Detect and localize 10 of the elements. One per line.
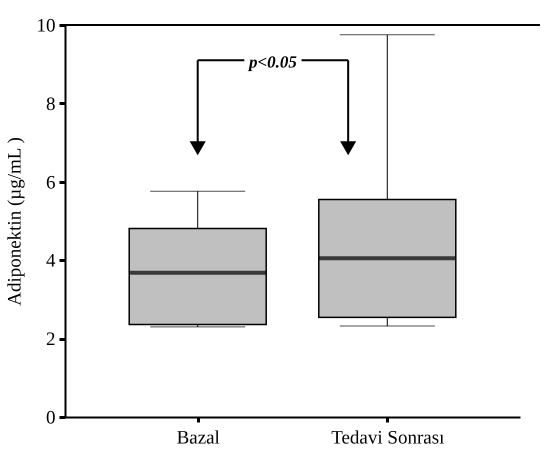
y-tick-label: 10 (36, 16, 56, 36)
y-tick-label: 8 (46, 94, 56, 115)
y-axis-title: Adiponektin (µg/mL ) (4, 137, 26, 306)
y-tick-label: 4 (46, 250, 56, 272)
y-tick-label: 0 (46, 408, 56, 428)
x-tick-label: Bazal (176, 428, 220, 448)
y-tick-label: 6 (46, 172, 56, 194)
annotation: p<0.05 (246, 52, 298, 72)
y-tick-label: 2 (46, 329, 56, 350)
x-tick-label: Tedavi Sonrası (331, 428, 444, 448)
